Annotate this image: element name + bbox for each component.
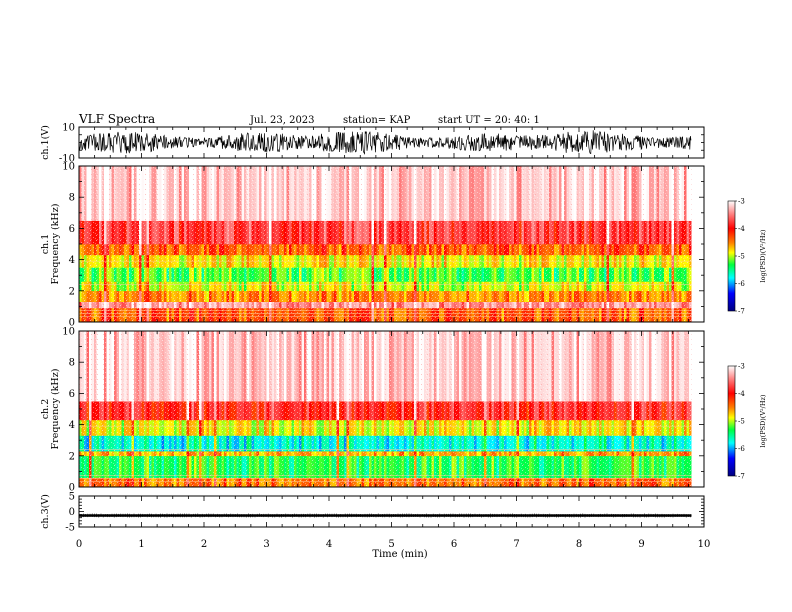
header-station: station= KAP [343, 115, 411, 126]
cb1-tick-label: -5 [738, 253, 745, 261]
ch3_waveform-ytick-label: 0 [69, 507, 75, 518]
cb2-tick-label: -5 [738, 418, 745, 426]
x-tick-label: 1 [138, 539, 144, 550]
ch1-waveform-panel: 10 -10 ch.1(V) [40, 123, 705, 165]
ch1-waveform-trace [78, 130, 692, 155]
ch1_spectrogram-ytick-label: 8 [69, 193, 75, 204]
cb2-tick-label: -7 [738, 473, 745, 481]
ch1_spectrogram-ytick-label: 4 [69, 255, 75, 266]
ch2_spectrogram-ytick-label: 0 [69, 483, 75, 494]
x-axis-label: Time (min) [372, 549, 427, 560]
ch2_spectrogram-texture [79, 331, 692, 487]
time-axis: Time (min) 0 1 2 3 4 5 6 7 8 9 10 [76, 539, 711, 560]
ch2-spectrogram-panel: 0 2 4 6 8 10 ch.2 Frequency (kHz) [40, 327, 705, 494]
ch1_spectrogram-ytick-label: 2 [69, 286, 75, 297]
header-start-time: start UT = 20: 40: 1 [438, 115, 540, 126]
ch3_waveform-ytick-label: 5 [69, 492, 75, 503]
ch2_spectrogram-ytick-label: 4 [69, 420, 75, 431]
x-tick-label: 3 [263, 539, 269, 550]
x-tick-label: 8 [576, 539, 582, 550]
cb2-label: log(PSD)(V²/Hz) [759, 394, 767, 447]
x-tick-label: 4 [326, 539, 332, 550]
ch1_waveform-ylabel: ch.1(V) [40, 125, 51, 160]
cb2-tick-label: -4 [738, 390, 745, 398]
x-tick-label: 6 [451, 539, 457, 550]
ch3-waveform-panel: 5 0 -5 ch.3(V) [40, 492, 705, 534]
ch1_waveform-ytick-label: -10 [59, 154, 75, 165]
x-tick-label: 2 [201, 539, 207, 550]
ch1_spectrogram-empty [691, 166, 704, 322]
ch1-colorbar: -3 -4 -5 -6 -7 log(PSD)(V²/Hz) [727, 198, 767, 316]
ch2_spectrogram-ytick-label: 10 [62, 327, 75, 338]
cb2-tick-label: -3 [738, 363, 745, 371]
ch1_spectrogram-texture [79, 166, 692, 322]
x-tick-label: 9 [638, 539, 644, 550]
figure-header: VLF Spectra Jul. 23, 2023 station= KAP s… [78, 112, 540, 126]
ch2_spectrogram-ytick-label: 8 [69, 358, 75, 369]
ch2_spectrogram-ylabel: ch.2 [40, 399, 51, 420]
cb1-tick-label: -4 [738, 225, 745, 233]
x-tick-label: 10 [698, 539, 711, 550]
ch2_spectrogram-ylabel: Frequency (kHz) [50, 369, 61, 450]
ch1_spectrogram-ytick-label: 6 [69, 224, 75, 235]
figure-title: VLF Spectra [78, 112, 155, 126]
ch2_spectrogram-ytick-label: 6 [69, 389, 75, 400]
x-tick-label: 5 [388, 539, 394, 550]
cb1-tick-label: -6 [738, 280, 745, 288]
ch2_spectrogram-ytick-label: 2 [69, 451, 75, 462]
x-tick-label: 0 [76, 539, 82, 550]
cb1-gradient [727, 200, 736, 312]
header-date: Jul. 23, 2023 [249, 115, 315, 126]
ch1_spectrogram-ytick-label: 10 [62, 162, 75, 173]
ch1_spectrogram-ytick-label: 0 [69, 318, 75, 329]
ch2_spectrogram-empty [691, 331, 704, 487]
ch3_waveform-ylabel: ch.3(V) [40, 494, 51, 529]
cb2-gradient [727, 365, 736, 477]
cb1-tick-label: -3 [738, 198, 745, 206]
cb2-tick-label: -6 [738, 445, 745, 453]
ch1_waveform-ytick-label: 10 [62, 123, 75, 134]
ch1-spectrogram-panel: 0 2 4 6 8 10 ch.1 Frequency (kHz) [40, 162, 705, 329]
ch1_spectrogram-ylabel: ch.1 [40, 234, 51, 255]
ch2-colorbar: -3 -4 -5 -6 -7 log(PSD)(V²/Hz) [727, 363, 767, 481]
ch3_waveform-ytick-label: -5 [65, 523, 75, 534]
cb1-label: log(PSD)(V²/Hz) [759, 229, 767, 282]
x-tick-label: 7 [513, 539, 519, 550]
ch1_spectrogram-ylabel: Frequency (kHz) [50, 204, 61, 285]
ch3-waveform-trace [79, 514, 692, 517]
cb1-tick-label: -7 [738, 308, 745, 316]
